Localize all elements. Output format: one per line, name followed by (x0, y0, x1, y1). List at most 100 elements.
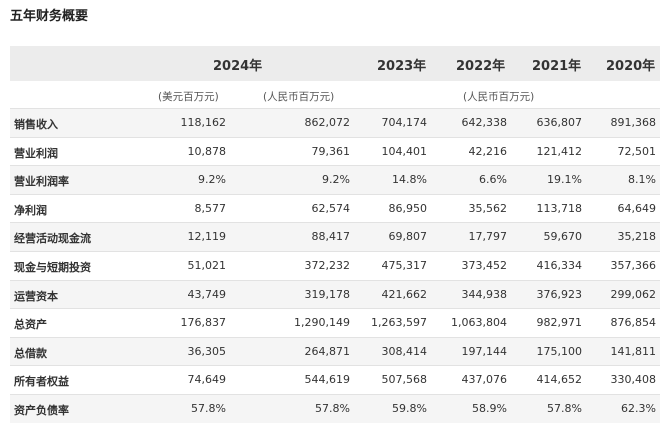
table-cell: 376,923 (536, 287, 583, 301)
table-cell: 264,871 (304, 344, 351, 358)
table-row: 总借款 36,305 264,871 308,414 197,144 175,100 141… (10, 336, 660, 366)
row-label: 营业利润 (14, 146, 58, 160)
table-cell: 57.8% (191, 401, 226, 415)
table-cell: 74,649 (187, 373, 227, 387)
table-cell: 35,562 (468, 201, 508, 215)
table-cell: 475,317 (381, 258, 428, 272)
table-cell: 373,452 (461, 258, 508, 272)
row-label: 现金与短期投资 (14, 260, 91, 274)
row-label: 净利润 (14, 203, 47, 217)
table-cell: 176,837 (180, 316, 227, 330)
table-cell: 704,174 (381, 116, 428, 129)
table-cell: 544,619 (304, 373, 351, 387)
table-cell: 9.2% (198, 173, 226, 187)
table-cell: 51,021 (187, 258, 227, 272)
table-cell: 1,290,149 (294, 316, 350, 330)
table-cell: 10,878 (187, 144, 227, 158)
row-label: 经营活动现金流 (14, 232, 91, 246)
header-2022: 2022年 (456, 59, 506, 74)
table-cell: 36,305 (187, 344, 227, 358)
table-row: 销售收入 118,162 862,072 704,174 642,338 636,807 8… (10, 108, 660, 137)
table-row: 运营资本 43,749 319,178 421,662 344,938 376,923 29… (10, 279, 660, 309)
table-cell: 437,076 (461, 373, 508, 387)
table-cell: 17,797 (468, 230, 508, 244)
row-label: 所有者权益 (14, 375, 69, 389)
units-row: (美元百万元) (人民币百万元) (人民币百万元) (10, 81, 660, 108)
table-cell: 121,412 (536, 144, 583, 158)
table-cell: 57.8% (547, 401, 582, 415)
table-cell: 58.9% (472, 401, 507, 415)
row-label: 营业利润率 (14, 175, 69, 189)
table-cell: 79,361 (311, 144, 351, 158)
table-body: 销售收入 118,162 862,072 704,174 642,338 636,807 8… (10, 108, 660, 423)
table-cell: 308,414 (381, 344, 428, 358)
table-cell: 357,366 (610, 258, 657, 272)
table-cell: 12,119 (187, 230, 227, 244)
header-2020: 2020年 (606, 59, 656, 74)
table-row: 净利润 8,577 62,574 86,950 35,562 113,718 64,649 (10, 193, 660, 223)
table-cell: 1,063,804 (451, 316, 507, 330)
table-cell: 35,218 (617, 230, 657, 244)
row-label: 总借款 (14, 346, 47, 360)
page-title: 五年财务概要 (10, 9, 89, 24)
table-cell: 19.1% (547, 173, 582, 187)
table-cell: 57.8% (315, 401, 350, 415)
table-cell: 113,718 (536, 201, 583, 215)
table-row: 所有者权益 74,649 544,619 507,568 437,076 414,652 3… (10, 365, 660, 394)
table-row: 经营活动现金流 12,119 88,417 69,807 17,797 59,670 35,… (10, 222, 660, 251)
header-2023: 2023年 (377, 59, 427, 74)
table-cell: 6.6% (479, 173, 507, 187)
table-row: 营业利润 10,878 79,361 104,401 42,216 121,412 72,5… (10, 136, 660, 166)
table-cell: 62.3% (621, 401, 656, 415)
table-cell: 876,854 (610, 316, 657, 330)
table-cell: 862,072 (304, 116, 351, 129)
table-cell: 330,408 (610, 373, 657, 387)
table-cell: 43,749 (187, 287, 227, 301)
row-label: 运营资本 (14, 289, 58, 303)
header-2024: 2024年 (213, 59, 263, 74)
table-cell: 416,334 (536, 258, 583, 272)
table-cell: 507,568 (381, 373, 428, 387)
table-cell: 72,501 (617, 144, 657, 158)
table-cell: 175,100 (536, 344, 583, 358)
table-row: 资产负债率 57.8% 57.8% 59.8% 58.9% 57.8% 62.3% (10, 393, 660, 423)
row-label: 销售收入 (14, 118, 58, 131)
table-cell: 104,401 (381, 144, 428, 158)
table-cell: 8.1% (628, 173, 656, 187)
table-row: 现金与短期投资 51,021 372,232 475,317 373,452 416,33… (10, 250, 660, 280)
table-cell: 59.8% (392, 401, 427, 415)
table-cell: 9.2% (322, 173, 350, 187)
table-cell: 891,368 (610, 116, 657, 129)
table-cell: 421,662 (381, 287, 428, 301)
table-cell: 642,338 (461, 116, 508, 129)
table-cell: 414,652 (536, 373, 583, 387)
row-label: 资产负债率 (14, 403, 69, 417)
table-cell: 344,938 (461, 287, 508, 301)
table-cell: 14.8% (392, 173, 427, 187)
unit-rmb-history: (人民币百万元) (463, 91, 535, 103)
table-cell: 299,062 (610, 287, 657, 301)
table-cell: 982,971 (536, 316, 583, 330)
unit-rmb-2024: (人民币百万元) (263, 91, 335, 103)
table-cell: 42,216 (468, 144, 508, 158)
unit-usd: (美元百万元) (158, 91, 219, 103)
table-cell: 88,417 (311, 230, 351, 244)
financial-summary-table: 2024年 2023年 2022年 2021年 2020年 (美元百万元) (人… (10, 46, 660, 423)
table-cell: 8,577 (194, 201, 227, 215)
table-cell: 64,649 (617, 201, 657, 215)
table-row: 营业利润率 9.2% 9.2% 14.8% 6.6% 19.1% 8.1% (10, 165, 660, 194)
table-cell: 141,811 (610, 344, 657, 358)
table-cell: 636,807 (536, 116, 583, 129)
table-header: 2024年 2023年 2022年 2021年 2020年 (10, 46, 660, 81)
table-cell: 86,950 (388, 201, 428, 215)
table-cell: 372,232 (304, 258, 351, 272)
row-label: 总资产 (14, 318, 47, 332)
table-cell: 118,162 (180, 116, 227, 129)
table-cell: 59,670 (543, 230, 583, 244)
table-cell: 62,574 (311, 201, 351, 215)
table-cell: 319,178 (304, 287, 351, 301)
table-cell: 197,144 (461, 344, 508, 358)
table-row: 总资产 176,837 1,290,149 1,263,597 1,063,804 982… (10, 308, 660, 337)
table-cell: 69,807 (388, 230, 428, 244)
header-2021: 2021年 (532, 59, 582, 74)
